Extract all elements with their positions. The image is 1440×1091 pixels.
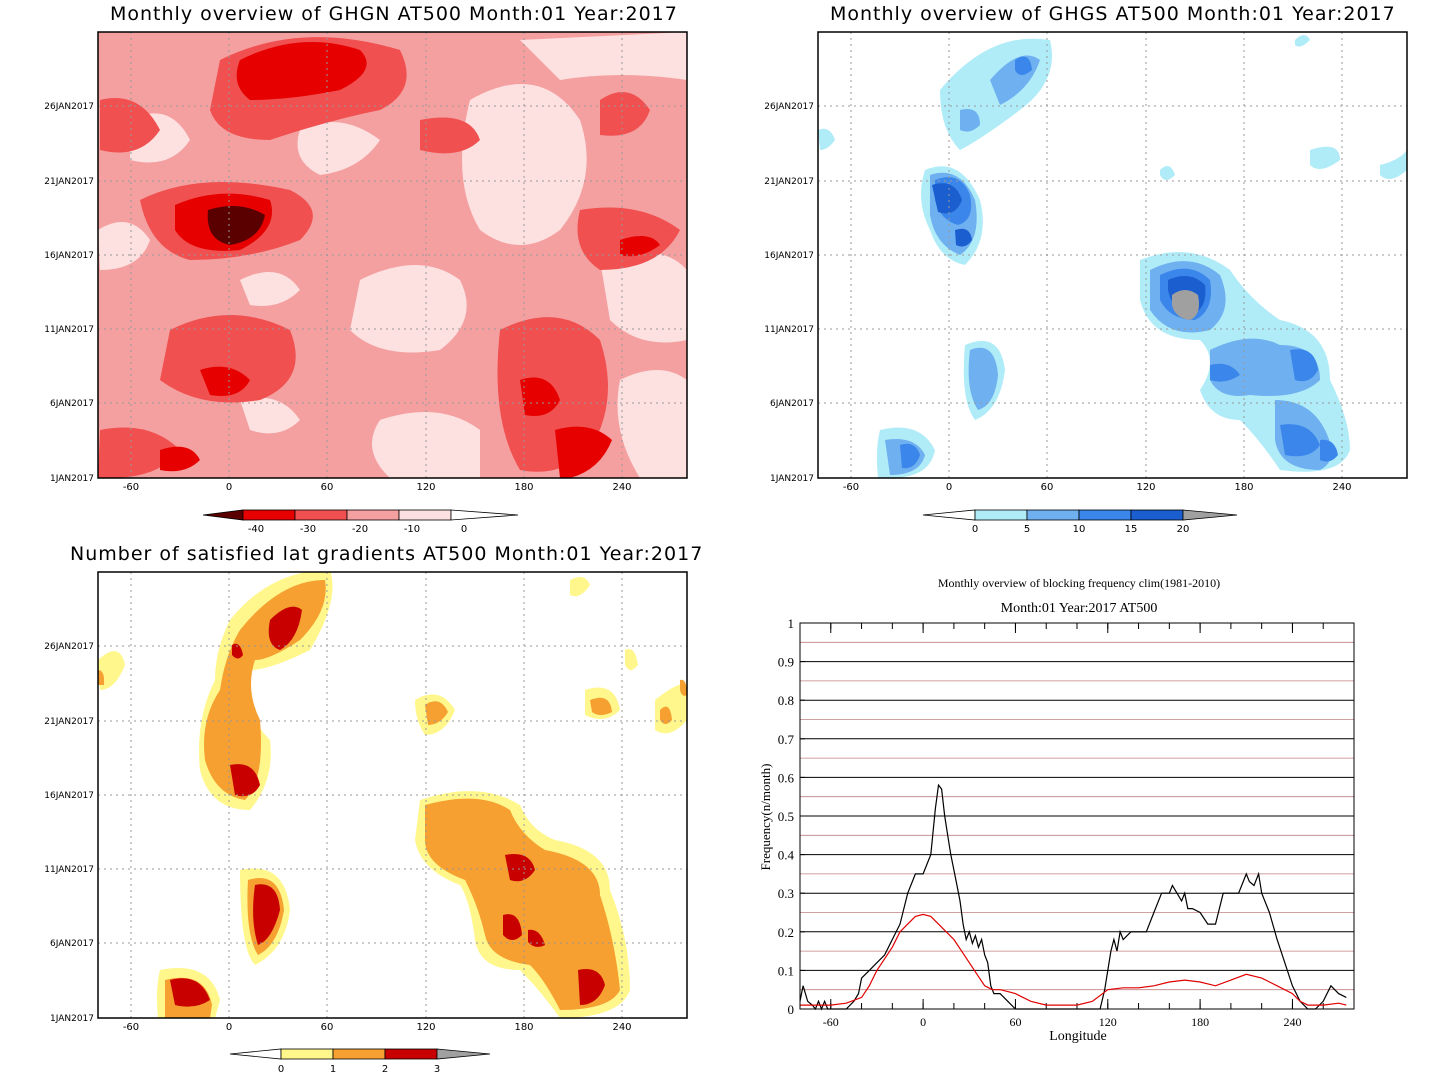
freq-title: Monthly overview of blocking frequency c…: [938, 576, 1220, 590]
freq-ytick-label: 1: [788, 616, 795, 631]
freq-ytick-label: 0: [788, 1002, 795, 1017]
freq-xtick-label: 180: [1191, 1015, 1209, 1029]
ghgs-xlabel: 240: [1332, 482, 1351, 493]
ghgs-ylabel: 16JAN2017: [764, 251, 814, 261]
ghgn-xlabel: 240: [612, 482, 631, 493]
ghgs-ylabel: 26JAN2017: [764, 102, 814, 112]
ghgs-cbar-label: 15: [1125, 524, 1138, 535]
freq-xlabel: Longitude: [1049, 1029, 1107, 1044]
freq-lines: [799, 783, 1347, 1011]
freq-ytick-label: 0.8: [778, 693, 794, 708]
ghgn-cbar-label: 0: [461, 524, 467, 535]
freq-xtick-label: 60: [1009, 1015, 1021, 1029]
ghgs-cbar-label: 20: [1177, 524, 1190, 535]
grad-cbar-label: 0: [278, 1064, 284, 1075]
ghgs-xlabel: 120: [1136, 482, 1155, 493]
ghgn-ylabel: 1JAN2017: [50, 474, 94, 484]
freq-ytick-label: 0.5: [778, 809, 794, 824]
freq-xtick-label: 240: [1283, 1015, 1301, 1029]
grad-xlabel: 240: [612, 1022, 631, 1033]
ghgs-xlabel: 180: [1234, 482, 1253, 493]
ghgn-cbar-label: -10: [404, 524, 420, 535]
grad-ylabel: 26JAN2017: [44, 642, 94, 652]
ghgn-cbar-label: -30: [300, 524, 316, 535]
ghgs-xlabel: 0: [946, 482, 952, 493]
ghgn-title: Monthly overview of GHGN AT500 Month:01 …: [110, 3, 678, 25]
freq-ylabel: Frequency(n/month): [758, 764, 773, 871]
freq-ticks: 0 0.1 0.2 0.3 0.4 0.5 0.6 0.7 0.8 0.9 1 -60 0 60 120 18…: [778, 616, 1324, 1029]
ghgn-ylabel: 16JAN2017: [44, 251, 94, 261]
ghgn-contour-min: [207, 206, 265, 245]
grad-ylabel: 6JAN2017: [50, 939, 94, 949]
grad-cbar-label: 2: [382, 1064, 388, 1075]
freq-grid: [800, 622, 1354, 991]
ghgn-ylabel: 11JAN2017: [44, 325, 94, 335]
grad-xlabel: -60: [123, 1022, 139, 1033]
ghgs-panel: Monthly overview of GHGS AT500 Month:01 …: [720, 0, 1440, 545]
grad-title: Number of satisfied lat gradients AT500 …: [70, 543, 704, 565]
grad-cbar-label: 1: [330, 1064, 336, 1075]
freq-ytick-label: 0.1: [778, 963, 794, 978]
ghgs-cbar-label: 0: [972, 524, 978, 535]
ghgn-xlabel: -60: [123, 482, 139, 493]
freq-subtitle: Month:01 Year:2017 AT500: [1001, 601, 1158, 616]
grad-map: 26JAN2017 21JAN2017 16JAN2017 11JAN2017 …: [44, 571, 688, 1075]
freq-ytick-label: 0.2: [778, 925, 794, 940]
freq-ytick-label: 0.4: [778, 848, 795, 863]
grad-ylabel: 11JAN2017: [44, 865, 94, 875]
ghgn-ylabel: 26JAN2017: [44, 102, 94, 112]
ghgs-ylabel: 6JAN2017: [770, 399, 814, 409]
ghgn-xlabel: 120: [416, 482, 435, 493]
ghgn-map: 26JAN2017 21JAN2017 16JAN2017 11JAN2017 …: [44, 31, 688, 535]
freq-series-line-1: [800, 913, 1347, 1006]
ghgs-cbar-label: 10: [1073, 524, 1086, 535]
grad-panel: Number of satisfied lat gradients AT500 …: [0, 540, 720, 1091]
freq-chart: Monthly overview of blocking frequency c…: [758, 576, 1355, 1044]
ghgn-colorbar: [202, 509, 519, 521]
ghgn-cbar-label: -40: [248, 524, 264, 535]
ghgs-title: Monthly overview of GHGS AT500 Month:01 …: [830, 3, 1396, 25]
ghgn-xlabel: 0: [226, 482, 232, 493]
ghgs-cbar-label: 5: [1024, 524, 1030, 535]
freq-xtick-label: 0: [920, 1015, 926, 1029]
ghgn-panel: Monthly overview of GHGN AT500 Month:01 …: [0, 0, 720, 545]
grad-cbar-label: 3: [434, 1064, 440, 1075]
freq-panel: Monthly overview of blocking frequency c…: [720, 560, 1440, 1091]
grad-ylabel: 16JAN2017: [44, 791, 94, 801]
grad-xlabel: 120: [416, 1022, 435, 1033]
freq-ytick-label: 0.7: [778, 732, 795, 747]
grad-colorbar: [229, 1048, 491, 1060]
grad-xlabel: 180: [514, 1022, 533, 1033]
freq-ytick-label: 0.6: [778, 770, 795, 785]
freq-ytick-label: 0.3: [778, 886, 794, 901]
freq-xtick-label: -60: [823, 1015, 839, 1029]
ghgs-xlabel: -60: [843, 482, 859, 493]
grad-ylabel: 1JAN2017: [50, 1014, 94, 1024]
grad-xlabel: 60: [321, 1022, 334, 1033]
freq-series-line-0: [799, 783, 1347, 1011]
ghgs-ylabel: 11JAN2017: [764, 325, 814, 335]
ghgn-xlabel: 180: [514, 482, 533, 493]
freq-xtick-label: 120: [1099, 1015, 1117, 1029]
ghgn-xlabel: 60: [321, 482, 334, 493]
grad-ylabel: 21JAN2017: [44, 717, 94, 727]
freq-ytick-label: 0.9: [778, 655, 794, 670]
ghgs-contour-max: [1172, 290, 1199, 320]
ghgn-ylabel: 6JAN2017: [50, 399, 94, 409]
ghgs-map: 26JAN2017 21JAN2017 16JAN2017 11JAN2017 …: [764, 31, 1408, 535]
ghgn-cbar-label: -20: [352, 524, 368, 535]
ghgs-ylabel: 1JAN2017: [770, 474, 814, 484]
ghgs-xlabel: 60: [1041, 482, 1054, 493]
ghgn-ylabel: 21JAN2017: [44, 177, 94, 187]
grad-xlabel: 0: [226, 1022, 232, 1033]
ghgs-ylabel: 21JAN2017: [764, 177, 814, 187]
ghgn-contour-light: [297, 122, 380, 175]
ghgs-colorbar: [922, 509, 1238, 521]
